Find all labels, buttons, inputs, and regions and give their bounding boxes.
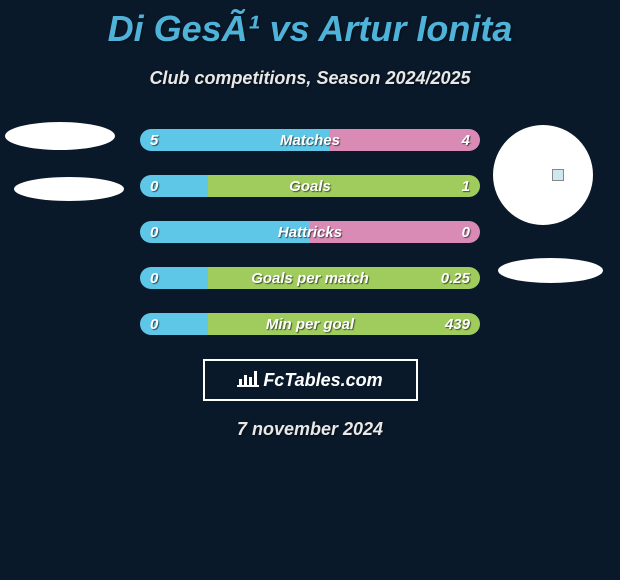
bar-left-value: 0: [150, 178, 158, 195]
bar-row: 0 Goals 1: [140, 175, 480, 197]
bar-right-fill: [208, 175, 480, 197]
bar-label: Hattricks: [278, 224, 342, 241]
bar-right-value: 439: [445, 316, 470, 333]
bar-right-value: 1: [462, 178, 470, 195]
subtitle: Club competitions, Season 2024/2025: [0, 68, 620, 89]
bar-label: Matches: [280, 132, 340, 149]
placeholder-icon: [552, 169, 564, 181]
bar-left-value: 0: [150, 224, 158, 241]
decor-ellipse-right: [498, 258, 603, 283]
decor-circle-right: [493, 125, 593, 225]
decor-ellipse-left-1: [5, 122, 115, 150]
bar-right-value: 0.25: [441, 270, 470, 287]
comparison-bars: 5 Matches 4 0 Goals 1 0 Hattricks 0 0 Goals per ma…: [140, 129, 480, 335]
decor-ellipse-left-2: [14, 177, 124, 201]
chart-icon: [237, 369, 259, 392]
logo-text: FcTables.com: [263, 370, 382, 391]
bar-label: Min per goal: [266, 316, 354, 333]
bar-label: Goals per match: [251, 270, 369, 287]
bar-row: 5 Matches 4: [140, 129, 480, 151]
bar-left-value: 0: [150, 270, 158, 287]
bar-left-value: 0: [150, 316, 158, 333]
bar-right-value: 4: [462, 132, 470, 149]
bar-row: 0 Hattricks 0: [140, 221, 480, 243]
date-text: 7 november 2024: [0, 419, 620, 440]
bar-row: 0 Goals per match 0.25: [140, 267, 480, 289]
bar-left-value: 5: [150, 132, 158, 149]
page-title: Di GesÃ¹ vs Artur Ionita: [0, 0, 620, 50]
bar-right-fill: [329, 129, 480, 151]
bar-right-value: 0: [462, 224, 470, 241]
logo-box: FcTables.com: [203, 359, 418, 401]
logo: FcTables.com: [237, 369, 382, 392]
bar-label: Goals: [289, 178, 331, 195]
bar-row: 0 Min per goal 439: [140, 313, 480, 335]
